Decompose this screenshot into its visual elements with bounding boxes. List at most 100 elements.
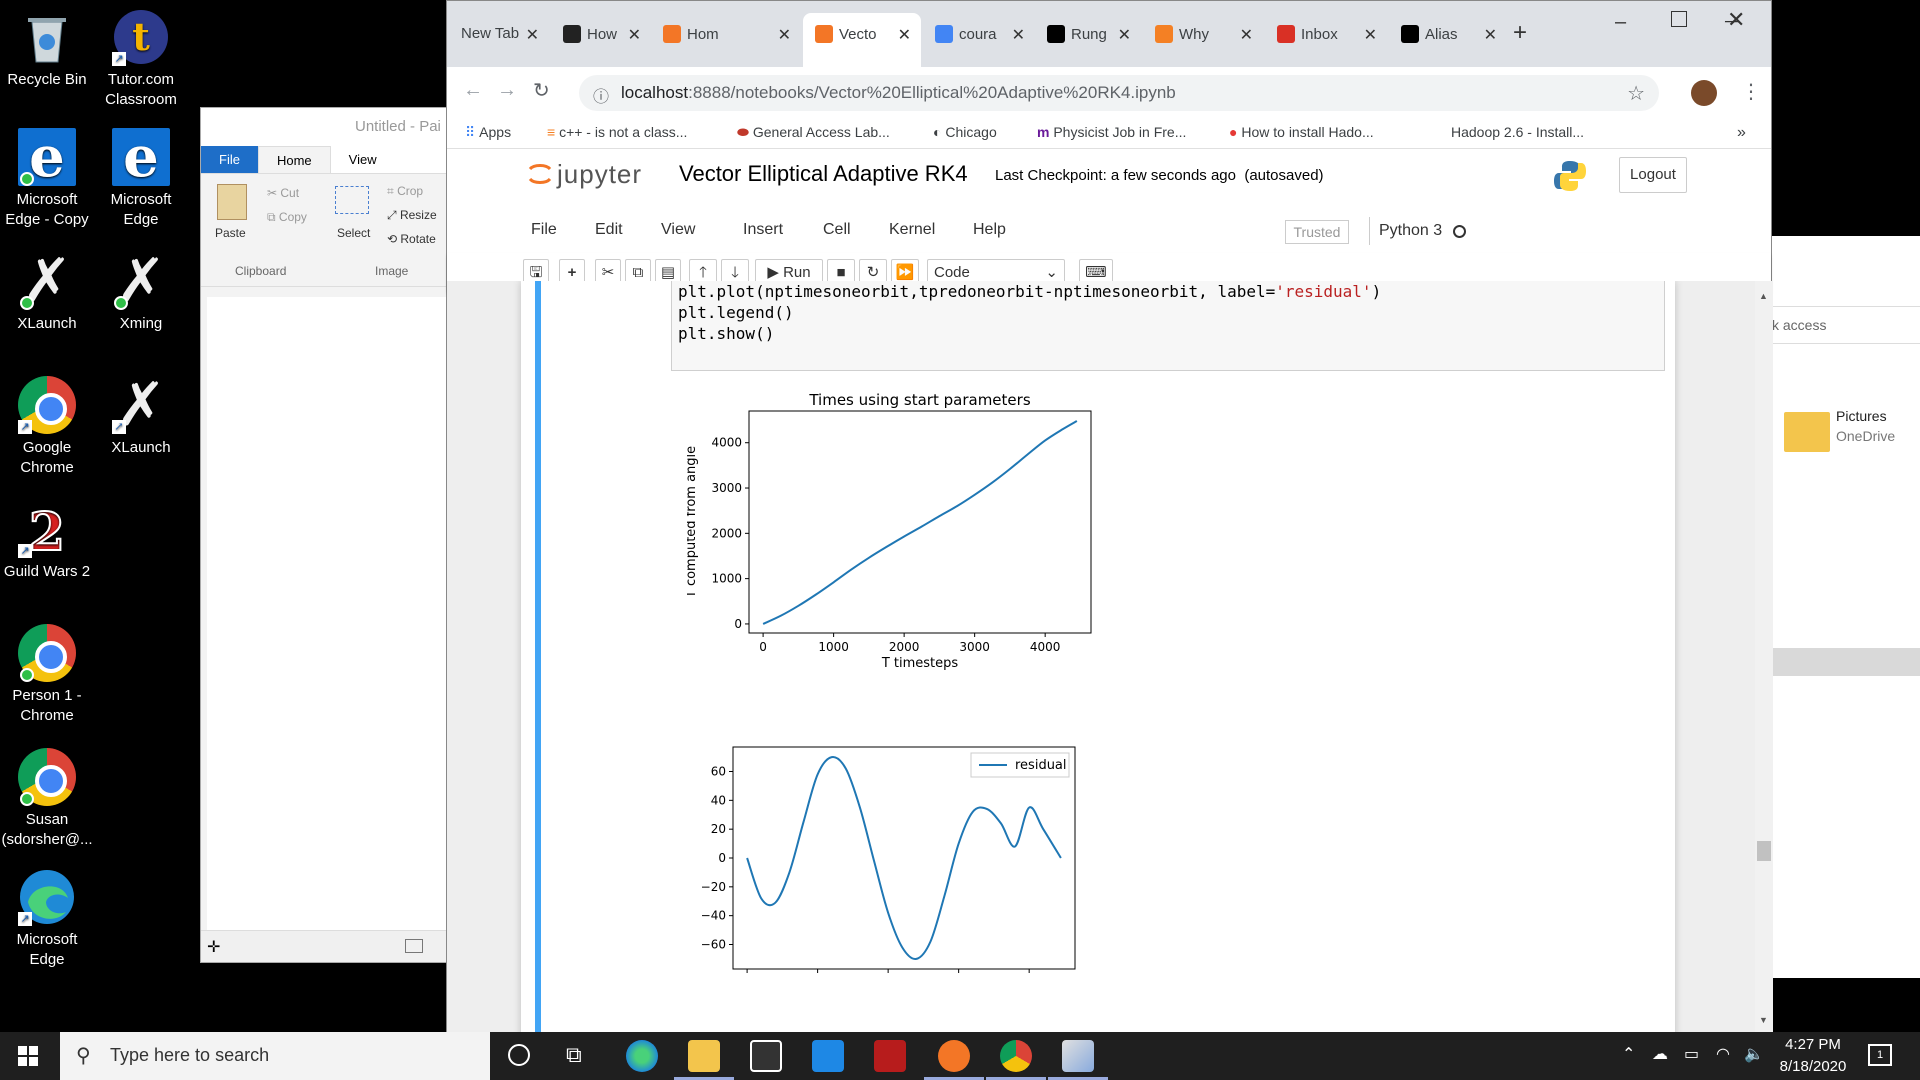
- close-tab-icon[interactable]: ✕: [777, 27, 791, 44]
- bookmark-general-access[interactable]: ⬬ General Access Lab...: [737, 124, 890, 141]
- back-button[interactable]: ←: [463, 79, 483, 101]
- forward-button[interactable]: →: [497, 79, 517, 101]
- edge-taskbar-icon[interactable]: [626, 1040, 658, 1072]
- cortana-icon[interactable]: [508, 1044, 530, 1066]
- bookmark-star-icon[interactable]: ☆: [1627, 83, 1645, 105]
- window-close-button[interactable]: ✕: [1727, 7, 1746, 32]
- ubuntu-icon[interactable]: [938, 1040, 970, 1072]
- show-hidden-icons[interactable]: ⌃: [1622, 1046, 1636, 1063]
- explorer-selected-row[interactable]: [1772, 648, 1920, 676]
- edge-copy-shortcut[interactable]: e Microsoft Edge - Copy: [0, 128, 94, 230]
- edge-chromium-shortcut[interactable]: ↗ Microsoft Edge: [0, 868, 94, 970]
- bookmarks-overflow[interactable]: »: [1737, 124, 1746, 141]
- browser-tab[interactable]: Inbox ✕: [1265, 13, 1387, 55]
- close-tab-icon[interactable]: ✕: [1011, 27, 1025, 44]
- notification-center-icon[interactable]: 1: [1868, 1044, 1892, 1066]
- clock[interactable]: 4:27 PM 8/18/2020: [1768, 1034, 1858, 1078]
- scrollbar-thumb[interactable]: [1757, 841, 1771, 861]
- reload-button[interactable]: ↻: [533, 80, 550, 102]
- pictures-label[interactable]: Pictures: [1836, 408, 1887, 424]
- xming-shortcut[interactable]: ✗ Xming: [94, 251, 188, 334]
- browser-tab[interactable]: How ✕: [551, 13, 651, 55]
- close-tab-icon[interactable]: ✕: [1239, 27, 1253, 44]
- minimize-button[interactable]: ─: [1725, 11, 1738, 31]
- trusted-indicator[interactable]: Trusted: [1285, 220, 1349, 244]
- bookmark-apps[interactable]: ⠿ Apps: [465, 124, 511, 141]
- jupyter-wordmark[interactable]: jupyter: [557, 159, 643, 189]
- xlaunch-shortcut[interactable]: ✗ XLaunch: [0, 251, 94, 334]
- logout-button[interactable]: Logout: [1619, 157, 1687, 193]
- menu-view[interactable]: View: [661, 221, 696, 238]
- cut-button[interactable]: ✂ Cut: [267, 186, 300, 200]
- select-button[interactable]: Select: [337, 226, 371, 240]
- address-bar[interactable]: ⓘ localhost:8888/notebooks/Vector%20Elli…: [579, 75, 1659, 111]
- tutor-shortcut[interactable]: t ↗ Tutor.com Classroom: [94, 8, 188, 110]
- recycle-bin-shortcut[interactable]: Recycle Bin: [0, 8, 94, 90]
- scroll-up-icon[interactable]: ▲: [1759, 291, 1768, 301]
- close-tab-icon[interactable]: ✕: [1117, 27, 1131, 44]
- browser-tab[interactable]: Alias ✕: [1389, 13, 1507, 55]
- task-view-icon[interactable]: ⧉: [566, 1042, 582, 1067]
- menu-file[interactable]: File: [531, 221, 557, 238]
- paste-button[interactable]: Paste: [215, 226, 246, 240]
- bookmark-hadoop-install[interactable]: ● How to install Hado...: [1229, 124, 1374, 140]
- edge-shortcut[interactable]: e Microsoft Edge: [94, 128, 188, 230]
- close-tab-icon[interactable]: ✕: [897, 27, 911, 44]
- bookmark-physicist[interactable]: m Physicist Job in Fre...: [1037, 124, 1186, 140]
- copy-button[interactable]: ⧉ Copy: [267, 210, 307, 224]
- quick-access-bar[interactable]: k access: [1772, 306, 1920, 344]
- menu-edit[interactable]: Edit: [595, 221, 623, 238]
- bookmark-chicago[interactable]: ◐ Chicago: [933, 124, 997, 140]
- menu-cell[interactable]: Cell: [823, 221, 851, 238]
- file-explorer-icon[interactable]: [688, 1040, 720, 1072]
- mail-icon[interactable]: [812, 1040, 844, 1072]
- bookmark-hadoop-26[interactable]: Hadoop 2.6 - Install...: [1451, 124, 1584, 140]
- resize-button[interactable]: ⤢ Resize: [387, 208, 437, 222]
- menu-kernel[interactable]: Kernel: [889, 221, 936, 238]
- kernel-name[interactable]: Python 3: [1379, 222, 1443, 239]
- window-maximize-button[interactable]: [1671, 11, 1687, 27]
- chrome-shortcut[interactable]: ↗ Google Chrome: [0, 376, 94, 478]
- profile-avatar[interactable]: [1691, 80, 1717, 106]
- battery-icon[interactable]: ▭: [1684, 1046, 1700, 1063]
- browser-tab[interactable]: Why ✕: [1143, 13, 1263, 55]
- menu-insert[interactable]: Insert: [743, 221, 784, 238]
- windows-start-icon[interactable]: [18, 1046, 38, 1066]
- browser-tab[interactable]: Vecto ✕: [803, 13, 921, 67]
- store-icon[interactable]: [750, 1040, 782, 1072]
- close-tab-icon[interactable]: ✕: [525, 27, 539, 44]
- game-icon[interactable]: [874, 1040, 906, 1072]
- new-tab-button[interactable]: +: [1513, 19, 1528, 46]
- code-cell-input[interactable]: plt.plot(nptimesoneorbit,tpredoneorbit-n…: [671, 281, 1665, 371]
- page-scrollbar[interactable]: ▲ ▼: [1755, 281, 1773, 1033]
- paint-tab-file[interactable]: File: [201, 146, 258, 173]
- close-tab-icon[interactable]: ✕: [1363, 27, 1377, 44]
- paint-tab-view[interactable]: View: [348, 152, 377, 167]
- scroll-down-icon[interactable]: ▼: [1759, 1015, 1768, 1025]
- wifi-icon[interactable]: ◠: [1716, 1046, 1730, 1063]
- xlaunch-shortcut-2[interactable]: ✗ ↗ XLaunch: [94, 375, 188, 458]
- susan-chrome-shortcut[interactable]: Susan (sdorsher@...: [0, 748, 94, 850]
- guild-wars-shortcut[interactable]: 2 ↗ Guild Wars 2: [0, 500, 94, 582]
- close-tab-icon[interactable]: ✕: [627, 27, 641, 44]
- browser-tab[interactable]: Rung ✕: [1035, 13, 1141, 55]
- volume-icon[interactable]: 🔈: [1744, 1046, 1764, 1063]
- onedrive-tray-icon[interactable]: ☁: [1652, 1046, 1668, 1063]
- browser-tab[interactable]: Hom ✕: [651, 13, 801, 55]
- paint-tab-home[interactable]: Home: [257, 146, 331, 173]
- rotate-button[interactable]: ⟲ Rotate: [387, 232, 436, 246]
- menu-help[interactable]: Help: [973, 221, 1006, 238]
- paint-taskbar-icon[interactable]: [1062, 1040, 1094, 1072]
- paint-canvas[interactable]: [207, 297, 451, 931]
- window-minimize-button[interactable]: –: [1615, 11, 1627, 33]
- chrome-taskbar-icon[interactable]: [1000, 1040, 1032, 1072]
- taskbar-search-box[interactable]: ⚲ Type here to search: [60, 1032, 490, 1080]
- notebook-title[interactable]: Vector Elliptical Adaptive RK4: [679, 161, 968, 186]
- close-tab-icon[interactable]: ✕: [1483, 27, 1497, 44]
- person1-chrome-shortcut[interactable]: Person 1 - Chrome: [0, 624, 94, 726]
- browser-tab[interactable]: coura ✕: [923, 13, 1035, 55]
- bookmark-cpp[interactable]: ≡ c++ - is not a class...: [547, 124, 687, 140]
- browser-tab[interactable]: New Tab ✕: [449, 13, 549, 55]
- crop-button[interactable]: ⌗ Crop: [387, 184, 424, 198]
- chrome-menu-icon[interactable]: ⋮: [1741, 81, 1761, 103]
